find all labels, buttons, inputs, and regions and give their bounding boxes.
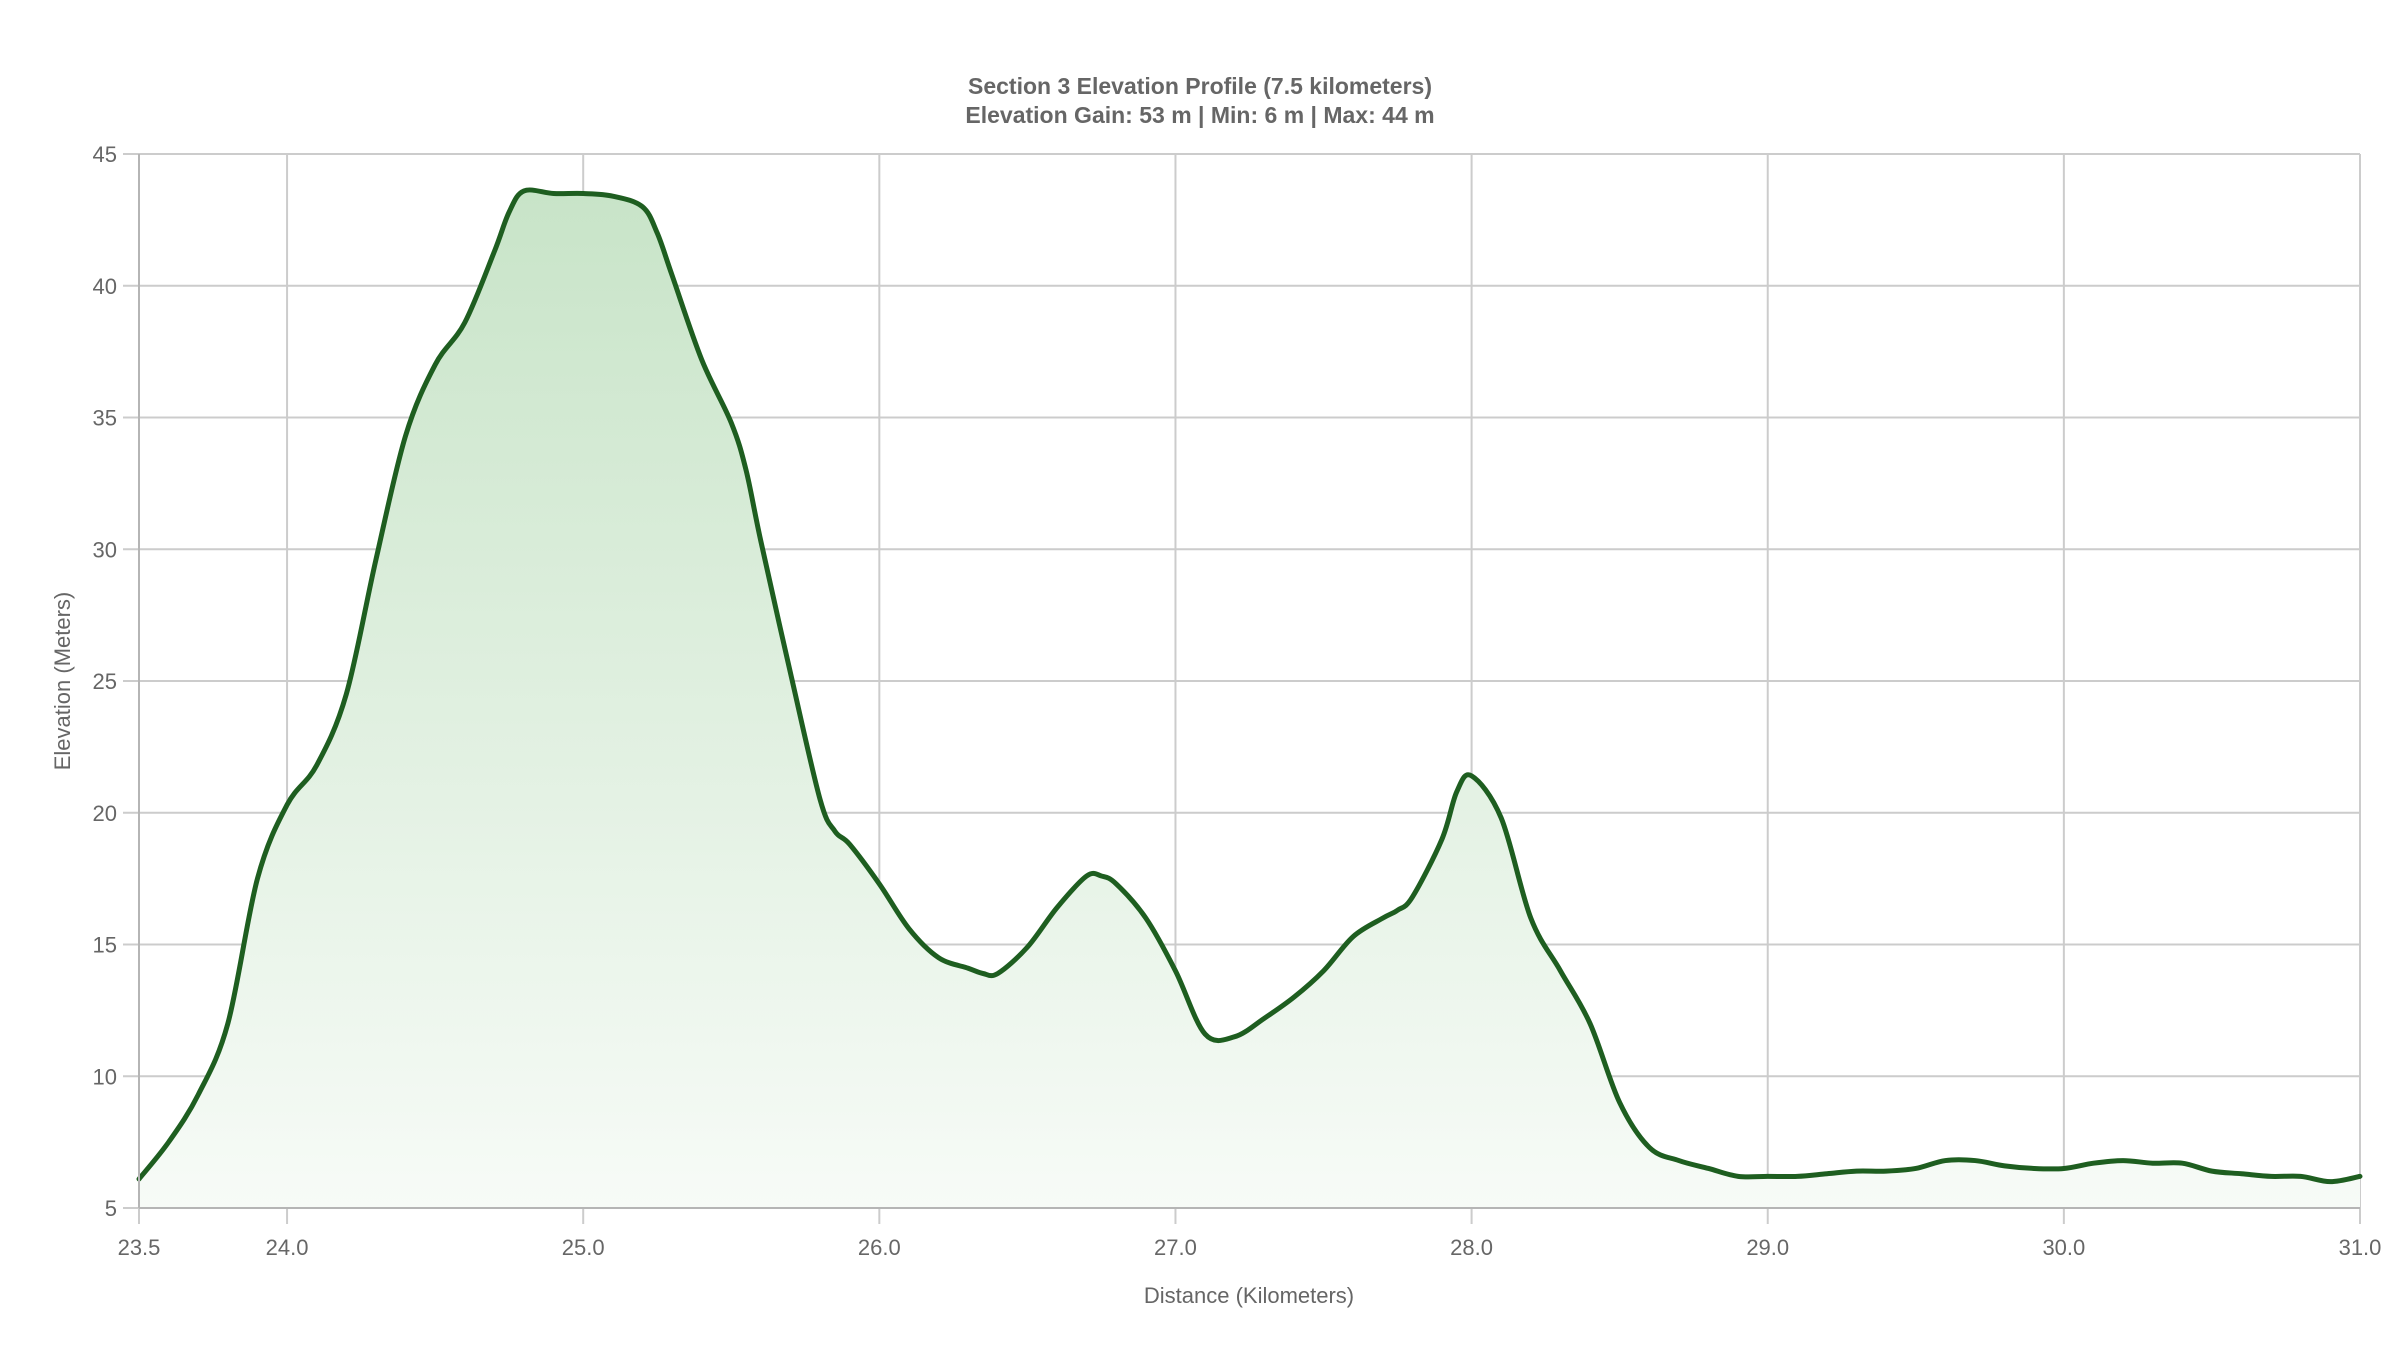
x-axis-title: Distance (Kilometers) [1144, 1283, 1354, 1308]
x-tick-label: 29.0 [1746, 1235, 1789, 1260]
x-tick-label: 28.0 [1450, 1235, 1493, 1260]
axes: 5 10 15 20 25 30 35 40 45 23.5 24.0 25.0 26.0 27.0 28.… [93, 142, 2382, 1260]
y-tick-label: 15 [93, 933, 117, 958]
chart-title: Section 3 Elevation Profile (7.5 kilomet… [0, 72, 2400, 130]
y-tick-label: 45 [93, 142, 117, 167]
x-tick-label: 23.5 [118, 1235, 161, 1260]
x-tick-label: 26.0 [858, 1235, 901, 1260]
y-tick-label: 20 [93, 801, 117, 826]
y-tick-label: 10 [93, 1064, 117, 1089]
y-axis-title: Elevation (Meters) [50, 592, 75, 771]
x-tick-label: 24.0 [266, 1235, 309, 1260]
elevation-area-fill [139, 189, 2360, 1208]
x-tick-label: 27.0 [1154, 1235, 1197, 1260]
x-tick-label: 25.0 [562, 1235, 605, 1260]
chart-title-line1: Section 3 Elevation Profile (7.5 kilomet… [968, 73, 1432, 99]
elevation-line [136, 187, 2363, 1185]
y-tick-label: 35 [93, 406, 117, 431]
y-tick-label: 40 [93, 274, 117, 299]
y-tick-label: 5 [105, 1196, 117, 1221]
x-tick-label: 30.0 [2042, 1235, 2085, 1260]
y-tick-label: 25 [93, 669, 117, 694]
x-tick-label: 31.0 [2339, 1235, 2382, 1260]
chart-subtitle: Elevation Gain: 53 m | Min: 6 m | Max: 4… [965, 102, 1435, 128]
y-tick-label: 30 [93, 537, 117, 562]
